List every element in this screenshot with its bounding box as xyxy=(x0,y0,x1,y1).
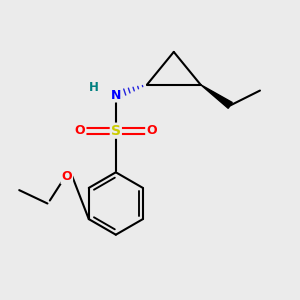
Text: N: N xyxy=(111,88,121,101)
Text: O: O xyxy=(61,170,72,183)
Text: O: O xyxy=(146,124,157,137)
Polygon shape xyxy=(200,85,232,108)
Text: S: S xyxy=(111,124,121,138)
Text: H: H xyxy=(88,81,98,94)
Text: O: O xyxy=(75,124,86,137)
